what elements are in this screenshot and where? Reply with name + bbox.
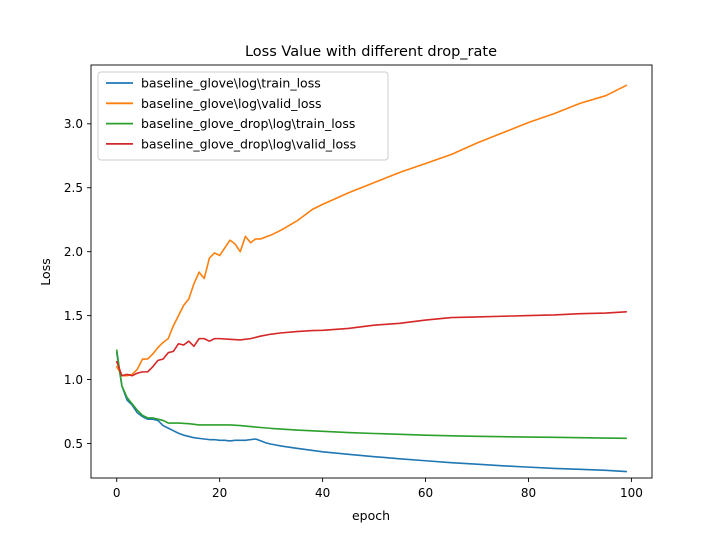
series-line-2 <box>115 349 628 440</box>
legend: baseline_glove\log\train_loss baseline_gl… <box>97 71 389 161</box>
series-line-0 <box>115 351 628 473</box>
legend-label-0: baseline_glove\log\train_loss <box>141 76 321 91</box>
y-tick-label: 2.0 <box>64 245 83 259</box>
y-tick-label: 1.0 <box>64 373 83 387</box>
x-tick-label: 100 <box>620 486 643 500</box>
legend-label-1: baseline_glove\log\valid_loss <box>141 96 322 111</box>
legend-box <box>97 71 389 161</box>
y-tick-label: 2.5 <box>64 181 83 195</box>
x-axis-label: epoch <box>352 508 390 523</box>
x-tick-label: 20 <box>212 486 227 500</box>
chart-title: Loss Value with different drop_rate <box>245 44 497 60</box>
y-tick-label: 1.5 <box>64 309 83 323</box>
plot-area <box>115 84 628 473</box>
series-line-3 <box>115 310 628 377</box>
x-tick-label: 40 <box>315 486 330 500</box>
legend-label-3: baseline_glove_drop\log\valid_loss <box>141 136 356 151</box>
series-line-1 <box>115 84 628 377</box>
x-tick-label: 80 <box>521 486 536 500</box>
x-tick-label: 0 <box>113 486 121 500</box>
x-tick-label: 60 <box>418 486 433 500</box>
x-axis-ticks: 0 20 40 60 80 100 <box>113 478 643 500</box>
y-tick-label: 0.5 <box>64 437 83 451</box>
legend-label-2: baseline_glove_drop\log\train_loss <box>141 116 355 131</box>
axes-frame <box>90 64 653 479</box>
y-tick-label: 3.0 <box>64 117 83 131</box>
y-axis-ticks: 0.5 1.0 1.5 2.0 2.5 3.0 <box>64 117 91 451</box>
y-axis-label: Loss <box>38 258 53 285</box>
